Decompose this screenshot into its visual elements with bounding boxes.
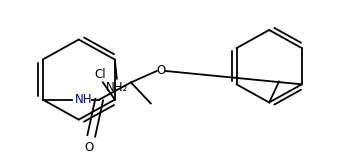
Text: O: O — [156, 65, 165, 78]
Text: O: O — [85, 141, 94, 154]
Text: NH₂: NH₂ — [106, 81, 128, 95]
Text: Cl: Cl — [94, 68, 106, 81]
Text: NH: NH — [74, 93, 92, 106]
